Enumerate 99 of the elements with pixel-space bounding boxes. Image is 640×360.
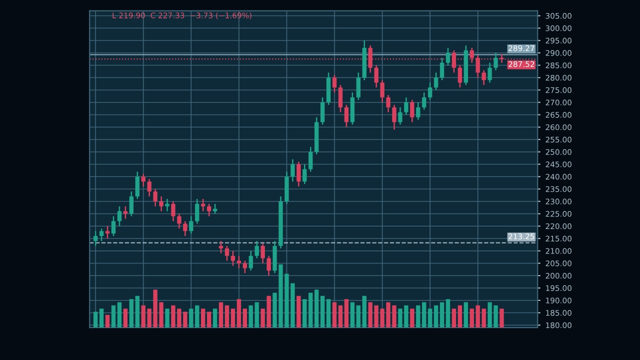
candlestick	[404, 96, 408, 116]
bar	[117, 302, 122, 328]
bar	[195, 305, 200, 328]
bar	[236, 299, 242, 328]
bar	[212, 308, 218, 328]
bar	[99, 308, 104, 328]
candlestick	[165, 198, 170, 212]
candlestick	[212, 203, 218, 214]
bar	[428, 308, 432, 328]
bar	[105, 314, 110, 328]
bar	[296, 296, 301, 328]
candlestick	[224, 245, 230, 262]
candlestick	[494, 52, 498, 71]
candlestick	[117, 206, 122, 227]
candlestick	[189, 216, 194, 234]
candlestick	[308, 146, 313, 172]
bar	[500, 308, 504, 328]
bar	[302, 299, 307, 328]
candlestick	[206, 203, 212, 217]
candlestick	[260, 242, 265, 264]
candlestick	[242, 260, 247, 274]
bar	[308, 292, 313, 328]
bar	[350, 302, 355, 328]
candlestick	[195, 198, 200, 224]
bar	[458, 305, 462, 328]
candlestick	[147, 178, 152, 198]
bar	[446, 299, 450, 328]
bar	[224, 305, 230, 328]
candlestick	[177, 213, 182, 230]
candlestick	[422, 92, 426, 110]
bar	[344, 299, 349, 328]
bar	[201, 308, 206, 328]
bar	[254, 302, 259, 328]
candlestick	[135, 171, 140, 200]
bar	[422, 302, 426, 328]
candlestick	[230, 250, 236, 266]
bar	[165, 308, 170, 328]
bar	[129, 299, 134, 328]
bar	[189, 308, 194, 328]
candlestick	[171, 200, 176, 222]
bar	[416, 305, 420, 328]
bar	[464, 302, 468, 328]
candlestick	[218, 240, 224, 254]
candlestick	[290, 158, 295, 182]
candlestick	[201, 198, 206, 212]
bar	[111, 305, 116, 328]
candlestick	[398, 106, 402, 126]
candlestick	[153, 188, 158, 207]
bar	[314, 290, 319, 328]
candlestick	[266, 255, 271, 276]
candlestick	[380, 79, 384, 103]
candlestick	[446, 47, 450, 66]
candlestick	[356, 72, 360, 101]
candlestick	[302, 164, 307, 185]
bar	[206, 312, 212, 328]
candlestick	[248, 250, 253, 272]
candlestick	[392, 104, 396, 130]
bar	[326, 299, 331, 328]
bar	[320, 296, 325, 328]
bar	[362, 296, 366, 328]
candlestick	[320, 96, 325, 126]
bar	[230, 308, 236, 328]
bar	[452, 308, 456, 328]
candlestick	[386, 94, 390, 113]
bar	[356, 305, 360, 328]
candlestick	[254, 240, 259, 259]
bar	[135, 296, 140, 328]
bar	[218, 302, 224, 328]
candlestick	[93, 230, 98, 247]
candlestick	[99, 228, 104, 242]
candlestick	[434, 72, 438, 91]
candlestick	[183, 220, 188, 237]
candlestick	[344, 104, 349, 128]
candlestick	[111, 216, 116, 237]
candlestick	[482, 70, 486, 86]
bar	[338, 305, 343, 328]
candlestick	[338, 84, 343, 113]
bar	[123, 308, 128, 328]
bar	[242, 308, 247, 328]
bar	[434, 305, 438, 328]
bar	[410, 308, 414, 328]
candlestick	[416, 102, 420, 120]
candlestick	[296, 161, 301, 188]
candlestick	[141, 174, 146, 188]
candlestick	[159, 196, 164, 212]
bar	[332, 302, 337, 328]
bar	[248, 305, 253, 328]
candlestick	[129, 190, 134, 217]
candlestick	[440, 57, 444, 81]
bar	[470, 308, 474, 328]
candlestick	[105, 226, 110, 240]
candlestick	[458, 64, 462, 88]
candlestick	[410, 99, 414, 123]
candlestick	[332, 74, 337, 94]
candlestick	[488, 62, 492, 84]
candlestick	[428, 82, 432, 101]
bar	[440, 302, 444, 328]
bar	[93, 312, 98, 328]
candlestick	[374, 64, 378, 88]
